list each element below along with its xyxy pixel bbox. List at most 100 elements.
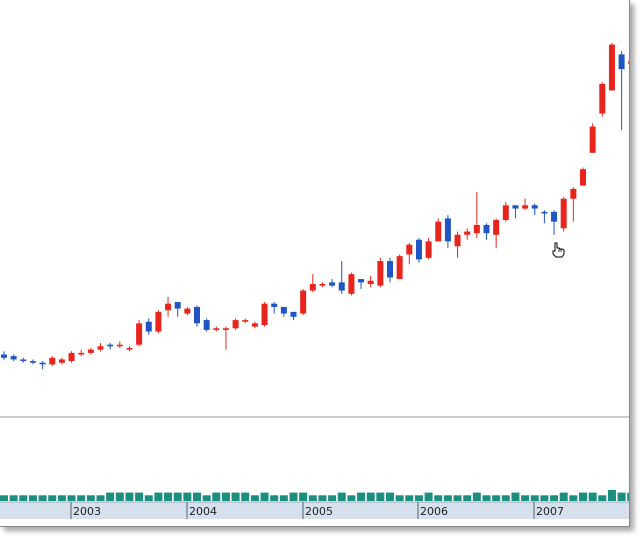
- candle-body: [522, 205, 529, 209]
- volume-bar: [250, 495, 259, 501]
- candle-body: [261, 303, 268, 325]
- candle-body: [174, 302, 181, 309]
- volume-bar: [463, 495, 472, 501]
- candle-body: [338, 282, 345, 291]
- candle-body: [319, 284, 326, 286]
- volume-bar: [28, 495, 37, 501]
- volume-bar: [154, 492, 163, 501]
- candle-body: [116, 344, 123, 347]
- volume-bar: [183, 492, 192, 501]
- volume-bar: [260, 492, 269, 501]
- candle: [473, 192, 480, 239]
- candle-body: [541, 211, 548, 214]
- candle: [589, 123, 596, 153]
- candle-body: [444, 218, 451, 242]
- candle-body: [483, 224, 490, 234]
- candle-body: [425, 241, 432, 258]
- candle-body: [367, 280, 374, 284]
- volume-bar: [357, 492, 366, 501]
- volume-bar: [38, 495, 47, 501]
- candle-body: [531, 205, 538, 209]
- candle: [435, 218, 442, 242]
- candle-body: [290, 311, 297, 317]
- volume-bar: [231, 492, 240, 501]
- candle: [367, 275, 374, 288]
- candle: [251, 321, 258, 329]
- candle-body: [280, 306, 287, 314]
- volume-bar: [550, 495, 559, 501]
- volume-bar: [328, 495, 337, 501]
- candle: [377, 257, 384, 288]
- candle-body: [387, 261, 393, 278]
- candle-body: [165, 303, 172, 311]
- volume-bar: [106, 492, 115, 501]
- volume-bars: [0, 489, 629, 501]
- hand-cursor-icon: [552, 242, 565, 258]
- candle-body: [20, 359, 27, 362]
- candle: [406, 243, 413, 265]
- volume-bar: [395, 495, 404, 501]
- candle: [10, 354, 17, 362]
- candle-body: [126, 347, 133, 350]
- candle: [454, 231, 461, 258]
- candle-body: [435, 221, 442, 242]
- candle: [222, 326, 229, 350]
- volume-bar: [366, 492, 375, 501]
- candle: [58, 357, 65, 365]
- candle: [551, 210, 558, 235]
- volume-bar: [405, 495, 414, 501]
- candle-body: [39, 362, 46, 365]
- volume-bar: [511, 492, 520, 501]
- candle-body: [49, 357, 56, 365]
- volume-bar: [9, 495, 18, 501]
- candle-body: [136, 323, 143, 345]
- candle: [68, 351, 75, 363]
- candle: [319, 282, 326, 288]
- candle: [165, 297, 172, 317]
- candle-body: [58, 359, 65, 363]
- candle: [396, 254, 403, 280]
- candle-body: [184, 308, 191, 314]
- volume-bar: [67, 495, 76, 501]
- candle: [280, 306, 287, 317]
- volume-bar: [308, 495, 317, 501]
- volume-bar: [193, 492, 201, 501]
- candle: [502, 202, 509, 222]
- x-axis-ticks: 2003 2004 2005 2006 2007: [70, 502, 564, 519]
- candle: [425, 238, 432, 260]
- candle: [541, 210, 548, 224]
- candle: [261, 302, 268, 327]
- candle: [309, 274, 316, 293]
- volume-bar: [48, 495, 57, 501]
- candle-body: [464, 231, 471, 235]
- candle-body: [155, 311, 162, 332]
- candle: [29, 359, 36, 365]
- candle-body: [242, 320, 249, 322]
- candle: [560, 197, 567, 232]
- candle: [599, 82, 606, 117]
- volume-bar: [492, 495, 501, 501]
- candle-body: [348, 274, 355, 294]
- x-tick-label: 2006: [420, 505, 448, 518]
- candle: [145, 318, 152, 335]
- volume-bar: [617, 492, 626, 501]
- candle: [358, 279, 365, 289]
- volume-bar: [337, 492, 346, 501]
- volume-bar: [115, 492, 124, 501]
- candle: [1, 351, 7, 361]
- candle-body: [300, 290, 307, 314]
- volume-bar: [482, 495, 491, 501]
- candle: [155, 310, 162, 334]
- candle-body: [454, 234, 461, 247]
- volume-bar: [0, 495, 8, 501]
- volume-bar: [530, 495, 539, 501]
- candle-body: [222, 328, 229, 330]
- volume-bar: [279, 495, 288, 501]
- candle: [618, 51, 625, 130]
- candle: [570, 187, 577, 222]
- candle: [203, 318, 210, 332]
- candle: [116, 341, 123, 348]
- candle: [107, 343, 114, 350]
- volume-bar: [57, 495, 66, 501]
- volume-bar: [386, 492, 394, 501]
